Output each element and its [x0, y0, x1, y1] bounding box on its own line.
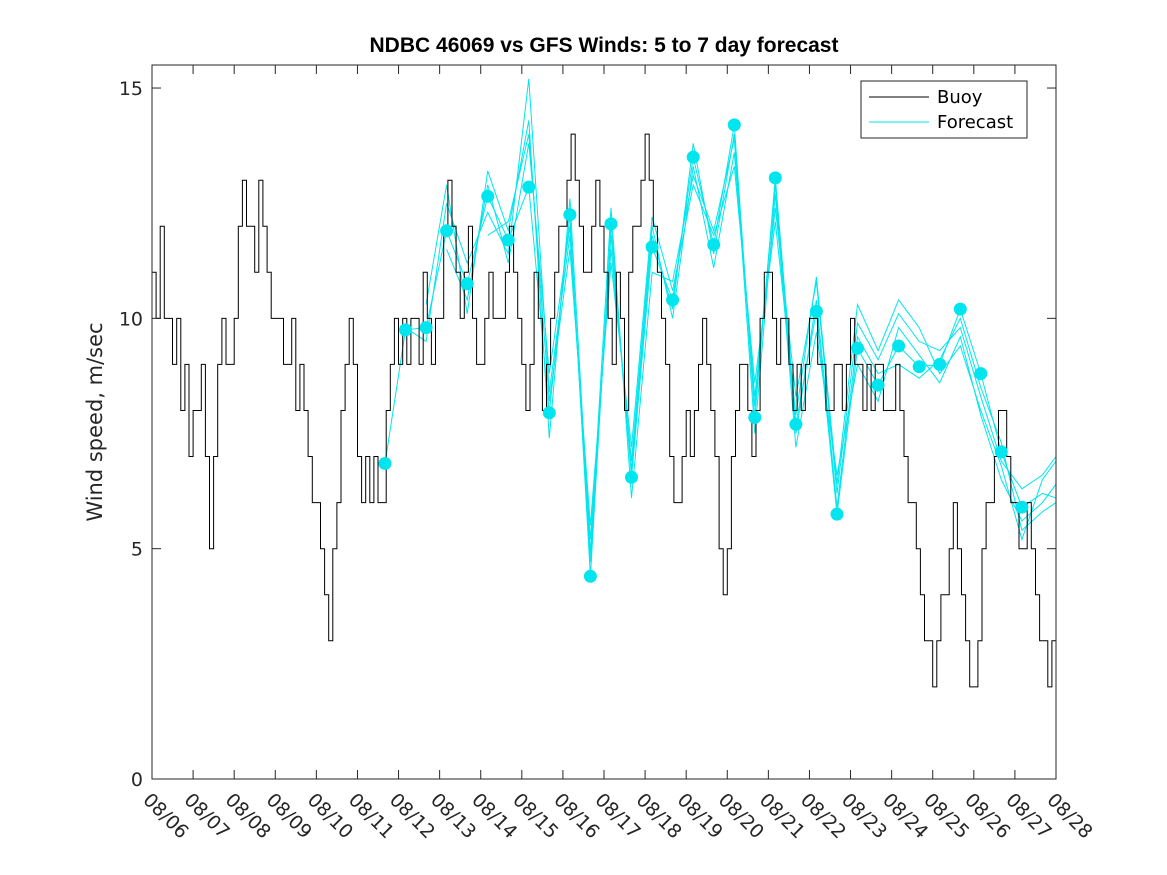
forecast-point: [645, 240, 659, 254]
forecast-point: [912, 360, 926, 374]
forecast-point: [666, 293, 680, 307]
forecast-point: [768, 171, 782, 185]
legend-buoy-label: Buoy: [937, 87, 983, 108]
y-tick-label: 15: [119, 78, 143, 100]
legend-forecast-label: Forecast: [937, 112, 1013, 133]
y-tick-label: 5: [131, 539, 143, 561]
forecast-point: [542, 406, 556, 420]
legend: Buoy Forecast: [860, 80, 1028, 139]
forecast-point: [378, 457, 392, 470]
forecast-point: [892, 339, 906, 353]
forecast-point: [707, 238, 721, 252]
forecast-lines: [384, 78, 1057, 577]
forecast-point: [399, 323, 412, 337]
forecast-point: [419, 321, 433, 335]
buoy-series: [152, 133, 1057, 688]
plot-area: [152, 65, 1056, 779]
forecast-point: [953, 302, 967, 316]
forecast-series-4: [446, 134, 1057, 563]
forecast-point: [994, 445, 1008, 459]
forecast-point: [440, 224, 454, 238]
y-tick-label: 10: [119, 308, 143, 330]
legend-box: [860, 80, 1028, 139]
forecast-point: [1015, 500, 1029, 514]
forecast-point: [460, 277, 474, 291]
forecast-point: [563, 208, 577, 222]
y-axis-label: Wind speed, m/sec: [83, 322, 107, 521]
forecast-point: [686, 150, 700, 164]
y-tick-label: 0: [131, 769, 143, 791]
buoy-line: [152, 133, 1057, 688]
forecast-point: [871, 378, 885, 392]
forecast-point: [481, 189, 495, 203]
forecast-point: [748, 410, 762, 424]
forecast-series-5: [487, 133, 1057, 542]
forecast-point: [604, 217, 618, 231]
forecast-point: [830, 507, 844, 521]
forecast-markers: [378, 118, 1029, 583]
forecast-point: [974, 367, 988, 381]
forecast-point: [625, 470, 638, 484]
forecast-point: [522, 180, 536, 194]
forecast-point: [583, 569, 597, 583]
forecast-point: [727, 118, 741, 132]
forecast-point: [933, 357, 947, 371]
forecast-point: [851, 341, 864, 355]
forecast-point: [501, 233, 515, 247]
forecast-point: [789, 417, 803, 431]
forecast-point: [809, 304, 823, 318]
y-axis: 0 5 10 15: [119, 78, 1056, 791]
chart-title: NDBC 46069 vs GFS Winds: 5 to 7 day fore…: [370, 34, 839, 57]
